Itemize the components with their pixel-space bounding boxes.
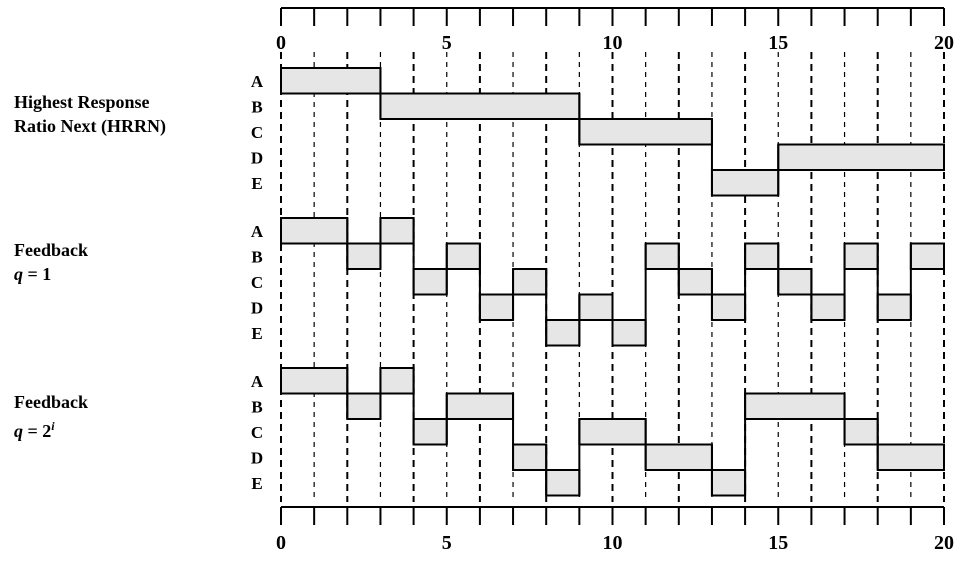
process-label: D bbox=[251, 149, 263, 168]
process-label: C bbox=[251, 123, 263, 142]
section-title-feedback-q2i: Feedback q = 2i bbox=[14, 390, 88, 443]
process-label: E bbox=[251, 474, 262, 493]
schedule-bar-d bbox=[710, 293, 747, 321]
q-symbol: q bbox=[14, 264, 23, 284]
schedule-bar-d bbox=[512, 443, 548, 471]
schedule-bar-c bbox=[843, 418, 879, 446]
schedule-bar-a bbox=[280, 367, 349, 395]
process-label: E bbox=[251, 324, 262, 343]
q-value: = 1 bbox=[23, 264, 52, 284]
section-title-line2: q = 2i bbox=[14, 414, 88, 443]
section-title-feedback-q1: Feedback q = 1 bbox=[14, 238, 88, 286]
process-label: A bbox=[251, 72, 264, 91]
process-label: E bbox=[251, 174, 262, 193]
schedule-bar-b bbox=[346, 242, 382, 270]
axis-tick-label: 0 bbox=[276, 532, 286, 554]
schedule-bar-b bbox=[843, 242, 879, 270]
schedule-bar-e bbox=[545, 319, 581, 347]
schedule-bar-c bbox=[412, 268, 448, 296]
axis-tick-label: 10 bbox=[603, 32, 623, 54]
schedule-bar-b bbox=[744, 242, 780, 270]
process-label: A bbox=[251, 372, 264, 391]
section-title-line1: Highest Response bbox=[14, 92, 150, 112]
schedule-bar-d bbox=[876, 443, 946, 471]
schedule-bar-c bbox=[412, 418, 448, 446]
schedule-bar-b bbox=[644, 242, 680, 270]
schedule-bar-b bbox=[379, 92, 581, 120]
schedule-bar-e bbox=[710, 169, 780, 197]
schedule-bar-b bbox=[445, 242, 481, 270]
schedule-bar-d bbox=[810, 293, 846, 321]
schedule-bar-a bbox=[280, 217, 349, 245]
q-exponent: i bbox=[51, 419, 55, 433]
schedule-bar-c bbox=[512, 268, 548, 296]
q-value: = 2 bbox=[23, 421, 52, 441]
axis-tick-label: 0 bbox=[276, 32, 286, 54]
axis-tick-label: 20 bbox=[934, 532, 954, 554]
process-label: A bbox=[251, 222, 264, 241]
schedule-bar-c bbox=[777, 268, 813, 296]
process-label: C bbox=[251, 273, 263, 292]
axis-tick-label: 5 bbox=[442, 32, 452, 54]
process-label: C bbox=[251, 423, 263, 442]
schedule-bar-a bbox=[280, 67, 382, 95]
section-title-line1: Feedback bbox=[14, 240, 88, 260]
axis-tick-label: 5 bbox=[442, 532, 452, 554]
schedule-bar-e bbox=[710, 469, 747, 497]
schedule-bar-c bbox=[677, 268, 713, 296]
schedule-bar-e bbox=[545, 469, 581, 497]
schedule-bar-a bbox=[379, 217, 415, 245]
section-title-line2: Ratio Next (HRRN) bbox=[14, 116, 166, 136]
schedule-bar-d bbox=[644, 443, 713, 471]
process-label: B bbox=[251, 98, 262, 117]
schedule-bar-d bbox=[578, 293, 614, 321]
axis-tick-label: 15 bbox=[768, 32, 788, 54]
axis-tick-label: 20 bbox=[934, 32, 954, 54]
process-label: D bbox=[251, 299, 263, 318]
schedule-bar-d bbox=[777, 143, 945, 171]
schedule-bar-b bbox=[909, 242, 945, 270]
schedule-bar-a bbox=[379, 367, 415, 395]
axis-tick-label: 15 bbox=[768, 532, 788, 554]
schedule-bar-b bbox=[346, 392, 382, 420]
schedule-bar-d bbox=[876, 293, 912, 321]
q-symbol: q bbox=[14, 421, 23, 441]
section-title-hrrn: Highest Response Ratio Next (HRRN) bbox=[14, 90, 166, 138]
axis-tick-label: 10 bbox=[603, 532, 623, 554]
schedule-bar-d bbox=[478, 293, 515, 321]
schedule-bar-c bbox=[578, 418, 647, 446]
schedule-bar-e bbox=[611, 319, 647, 347]
process-label: B bbox=[251, 398, 262, 417]
schedule-bar-b bbox=[744, 392, 846, 420]
section-title-line2: q = 1 bbox=[14, 262, 88, 286]
process-label: B bbox=[251, 248, 262, 267]
section-title-line1: Feedback bbox=[14, 392, 88, 412]
schedule-bar-c bbox=[578, 118, 713, 146]
process-label: D bbox=[251, 449, 263, 468]
schedule-bar-b bbox=[445, 392, 515, 420]
